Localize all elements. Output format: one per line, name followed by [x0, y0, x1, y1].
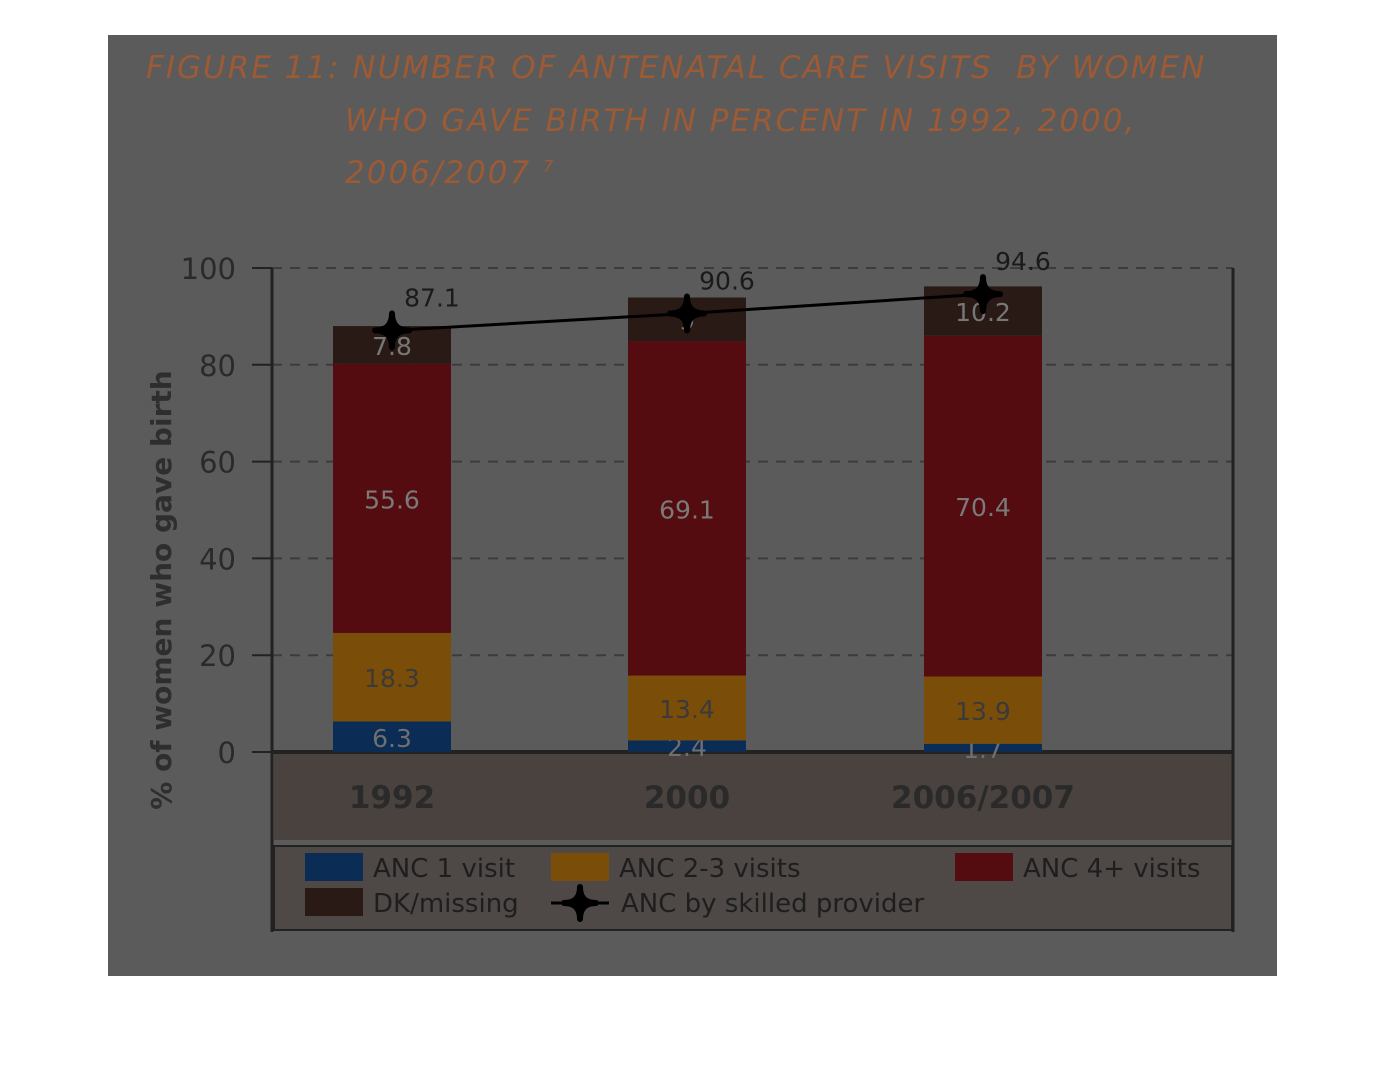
line-value-label: 87.1	[404, 283, 460, 312]
y-tick-label: 0	[218, 736, 236, 770]
data-label: 70.4	[955, 493, 1011, 522]
bar-segment	[628, 341, 746, 676]
data-label: 55.6	[364, 485, 420, 514]
bar-segment	[924, 335, 1042, 677]
category-label: 1992	[349, 780, 435, 816]
legend-box	[273, 845, 1233, 931]
data-label: 13.4	[659, 695, 715, 724]
y-tick-label: 40	[199, 542, 236, 576]
bar-segment	[628, 675, 746, 741]
legend-label: ANC 4+ visits	[1023, 854, 1200, 884]
legend-swatch	[551, 853, 609, 881]
bar-segment	[628, 740, 746, 752]
data-label: 18.3	[364, 664, 420, 693]
line-value-label: 94.6	[995, 247, 1051, 276]
legend-label: ANC 1 visit	[373, 854, 515, 884]
legend-swatch	[955, 853, 1013, 881]
bar-segment	[924, 676, 1042, 744]
data-label: 69.1	[659, 495, 715, 524]
y-tick-label: 80	[199, 349, 236, 383]
y-axis-label: % of women who gave birth	[145, 370, 178, 809]
legend-label: DK/missing	[373, 889, 519, 919]
legend-label: ANC by skilled provider	[621, 889, 924, 919]
line-value-label: 90.6	[699, 266, 755, 295]
line-marker	[963, 274, 1003, 315]
legend-swatch	[305, 888, 363, 916]
category-label: 2000	[644, 780, 730, 816]
bar-segment	[333, 363, 451, 633]
data-label: 6.3	[372, 724, 412, 753]
y-tick-label: 20	[199, 639, 236, 673]
bar-segment	[333, 632, 451, 722]
y-tick-label: 100	[181, 252, 236, 286]
legend-label: ANC 2-3 visits	[619, 854, 801, 884]
line-marker	[372, 310, 412, 351]
bar-segment	[924, 743, 1042, 752]
data-label: 13.9	[955, 697, 1011, 726]
legend-line-marker	[561, 884, 599, 922]
y-tick-label: 60	[199, 446, 236, 480]
category-label: 2006/2007	[891, 780, 1075, 816]
line-marker	[667, 293, 707, 334]
category-band	[274, 754, 1232, 840]
bar-segment	[333, 721, 451, 752]
legend-swatch	[305, 853, 363, 881]
